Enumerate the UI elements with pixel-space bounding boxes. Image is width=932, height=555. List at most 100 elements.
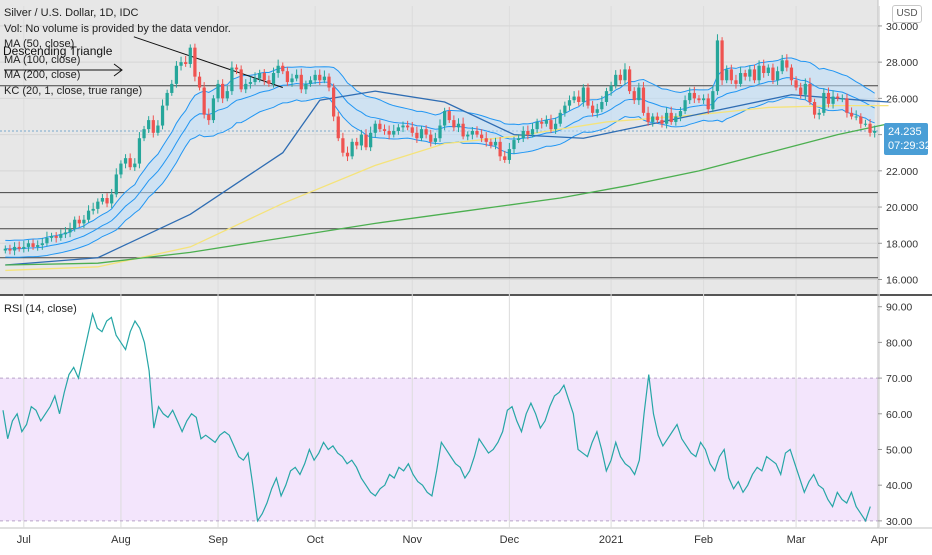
candle-body [480, 134, 484, 139]
candle-body [461, 123, 465, 137]
candle-body [341, 138, 345, 153]
candle-body [207, 114, 211, 121]
currency-button[interactable]: USD [892, 5, 922, 23]
x-tick-label: Sep [208, 534, 228, 546]
y-tick-label: 22.000 [886, 166, 918, 178]
ma100-line [5, 90, 889, 266]
ma200-legend[interactable]: MA (200, close) [4, 69, 81, 81]
x-tick-label: Nov [402, 534, 422, 546]
rsi-tick-label: 60.00 [886, 409, 912, 421]
candle-body [100, 198, 105, 202]
x-tick-label: 2021 [599, 534, 623, 546]
candle-body [507, 149, 511, 160]
candle-body [36, 245, 40, 247]
candle-body [734, 80, 738, 84]
candle-body [82, 219, 86, 224]
candle-body [826, 92, 831, 104]
candle-body [863, 123, 868, 125]
ma100-legend[interactable]: MA (100, close) [4, 53, 81, 66]
last-price-tag: 24.235 07:29:32 [884, 123, 931, 155]
candle-body [447, 111, 451, 121]
candle-body [785, 60, 789, 68]
candle-body [743, 73, 747, 77]
symbol-title[interactable]: Silver / U.S. Dollar, 1D, IDC [4, 7, 139, 19]
candle-body [369, 132, 373, 148]
candle-body [609, 85, 613, 92]
candle-body [678, 111, 683, 117]
candle-body [244, 83, 248, 90]
candle-body [350, 141, 354, 157]
candle-body [757, 65, 761, 81]
candle-body [271, 73, 276, 84]
rsi-title[interactable]: RSI (14, close) [4, 303, 77, 315]
candle-body [660, 120, 664, 124]
candle-body [845, 98, 849, 113]
candle-body [382, 129, 387, 131]
ma50-line [5, 104, 889, 272]
ma50-legend[interactable]: MA (50, close) [4, 38, 75, 50]
candle-body [114, 174, 118, 195]
candle-body [452, 120, 456, 128]
candle-body [378, 123, 382, 130]
candles [3, 34, 877, 256]
candle-body [558, 112, 562, 124]
candle-body [262, 73, 266, 81]
candle-body [849, 112, 854, 117]
candle-body [77, 219, 81, 224]
candle-body [156, 125, 160, 133]
candle-body [854, 116, 858, 118]
candle-body [137, 138, 142, 164]
candle-body [812, 102, 817, 115]
candle-body [188, 47, 192, 64]
candle-body [3, 248, 7, 251]
candle-body [225, 91, 229, 99]
candle-body [808, 83, 812, 102]
candle-body [799, 87, 803, 95]
candle-body [31, 243, 35, 247]
candle-body [373, 123, 377, 133]
candle-body [595, 109, 599, 113]
candle-body [230, 67, 234, 92]
annotation-arrow-head [113, 63, 123, 77]
y-tick-label: 16.000 [886, 275, 918, 287]
candle-body [789, 67, 794, 81]
candle-body [720, 40, 724, 81]
candle-body [387, 130, 391, 135]
candle-body [86, 210, 91, 220]
candle-body [614, 74, 618, 86]
candle-body [119, 163, 123, 175]
last-price: 24.235 [888, 126, 922, 138]
candle-body [147, 120, 151, 130]
candle-body [193, 47, 197, 77]
candle-body [604, 91, 609, 102]
candle-body [313, 74, 317, 81]
candle-body [318, 74, 322, 81]
candle-body [295, 74, 299, 79]
candle-body [443, 111, 447, 126]
candle-body [632, 91, 636, 101]
candle-body [706, 98, 710, 110]
candle-body [355, 141, 359, 146]
candle-body [160, 105, 165, 126]
candle-body [202, 87, 206, 115]
kc-lower-line [5, 96, 875, 258]
kc-upper-line [5, 57, 875, 242]
candle-body [8, 248, 12, 251]
candle-body [651, 116, 655, 122]
candle-body [674, 116, 678, 122]
candle-body [197, 76, 202, 88]
candle-body [498, 141, 502, 157]
candle-body [623, 69, 627, 81]
candle-body [406, 125, 410, 128]
candle-body [697, 98, 701, 101]
kc-legend[interactable]: KC (20, 1, close, true range) [4, 84, 143, 97]
candle-body [544, 120, 548, 124]
x-tick-label: Mar [787, 534, 806, 546]
candle-body [211, 98, 216, 121]
candle-body [748, 69, 752, 77]
bar-countdown: 07:29:32 [888, 140, 931, 152]
candle-body [438, 125, 442, 139]
descending-triangle-annotation[interactable]: Descending Triangle [3, 44, 113, 58]
